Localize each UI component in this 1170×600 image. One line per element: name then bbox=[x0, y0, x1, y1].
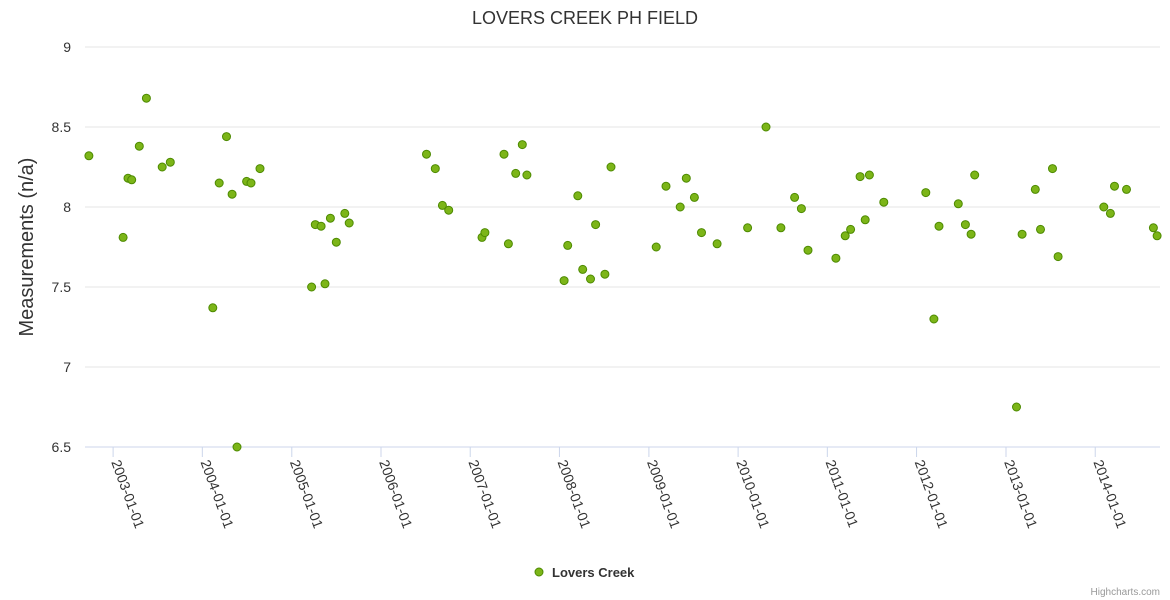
data-point[interactable] bbox=[331, 237, 341, 247]
data-point[interactable] bbox=[118, 232, 128, 242]
data-point[interactable] bbox=[320, 279, 330, 289]
data-point[interactable] bbox=[227, 189, 237, 199]
data-point[interactable] bbox=[1105, 208, 1115, 218]
chart-title: LOVERS CREEK PH FIELD bbox=[472, 8, 698, 28]
y-tick-label: 9 bbox=[63, 39, 71, 55]
data-point[interactable] bbox=[606, 162, 616, 172]
credits-link[interactable]: Highcharts.com bbox=[1091, 587, 1160, 598]
data-point[interactable] bbox=[1122, 184, 1131, 194]
data-point[interactable] bbox=[563, 240, 573, 250]
data-point[interactable] bbox=[422, 149, 431, 159]
y-tick-label: 7.5 bbox=[52, 279, 72, 295]
series-points bbox=[84, 93, 1162, 452]
data-point[interactable] bbox=[796, 204, 806, 214]
y-axis-ticks: 6.5 7 7.5 8 8.5 9 bbox=[52, 39, 72, 455]
data-point[interactable] bbox=[444, 205, 454, 215]
data-point[interactable] bbox=[960, 220, 970, 230]
data-point[interactable] bbox=[499, 149, 509, 159]
data-point[interactable] bbox=[879, 197, 889, 207]
data-point[interactable] bbox=[307, 282, 317, 292]
data-point[interactable] bbox=[934, 221, 944, 231]
data-point[interactable] bbox=[651, 242, 661, 252]
data-point[interactable] bbox=[1152, 231, 1162, 241]
data-point[interactable] bbox=[1110, 181, 1119, 191]
data-point[interactable] bbox=[953, 199, 963, 209]
data-point[interactable] bbox=[586, 274, 595, 284]
data-point[interactable] bbox=[860, 215, 870, 225]
data-point[interactable] bbox=[316, 221, 326, 231]
data-point[interactable] bbox=[340, 208, 350, 218]
data-point[interactable] bbox=[134, 141, 144, 151]
data-point[interactable] bbox=[208, 303, 218, 313]
data-point[interactable] bbox=[1148, 223, 1158, 233]
data-point[interactable] bbox=[681, 173, 691, 183]
data-point[interactable] bbox=[921, 188, 931, 198]
legend[interactable]: Lovers Creek bbox=[534, 565, 635, 580]
data-point[interactable] bbox=[855, 172, 865, 182]
legend-marker bbox=[534, 567, 544, 577]
y-tick-label: 7 bbox=[63, 359, 71, 375]
data-point[interactable] bbox=[790, 192, 800, 202]
data-point[interactable] bbox=[1099, 202, 1109, 212]
data-point[interactable] bbox=[157, 162, 167, 172]
data-point[interactable] bbox=[1036, 224, 1045, 234]
data-point[interactable] bbox=[970, 170, 980, 180]
data-point[interactable] bbox=[325, 213, 335, 223]
grid-lines bbox=[85, 46, 1160, 368]
data-point[interactable] bbox=[600, 269, 610, 279]
data-point[interactable] bbox=[573, 191, 583, 201]
data-point[interactable] bbox=[743, 223, 753, 233]
data-point[interactable] bbox=[929, 314, 939, 324]
data-point[interactable] bbox=[522, 170, 532, 180]
data-point[interactable] bbox=[503, 239, 513, 249]
data-point[interactable] bbox=[222, 132, 231, 142]
data-point[interactable] bbox=[591, 220, 601, 230]
y-tick-label: 6.5 bbox=[52, 439, 72, 455]
data-point[interactable] bbox=[697, 228, 706, 238]
data-point[interactable] bbox=[1048, 164, 1057, 174]
data-point[interactable] bbox=[1053, 252, 1063, 262]
y-tick-label: 8 bbox=[63, 199, 71, 215]
data-point[interactable] bbox=[831, 253, 841, 263]
data-point[interactable] bbox=[661, 181, 671, 191]
data-point[interactable] bbox=[966, 229, 976, 239]
data-point[interactable] bbox=[846, 224, 856, 234]
data-point[interactable] bbox=[803, 245, 813, 255]
y-tick-label: 8.5 bbox=[52, 119, 72, 135]
data-point[interactable] bbox=[761, 122, 771, 132]
data-point[interactable] bbox=[559, 276, 569, 286]
data-point[interactable] bbox=[255, 164, 265, 174]
data-point[interactable] bbox=[84, 151, 94, 161]
data-point[interactable] bbox=[214, 178, 224, 188]
data-point[interactable] bbox=[689, 192, 699, 202]
data-point[interactable] bbox=[344, 218, 354, 228]
data-point[interactable] bbox=[127, 175, 137, 185]
data-point[interactable] bbox=[578, 264, 588, 274]
data-point[interactable] bbox=[511, 168, 521, 178]
data-point[interactable] bbox=[675, 202, 685, 212]
data-point[interactable] bbox=[141, 93, 151, 103]
data-point[interactable] bbox=[776, 223, 786, 233]
data-point[interactable] bbox=[1030, 184, 1040, 194]
data-point[interactable] bbox=[517, 140, 527, 150]
data-point[interactable] bbox=[864, 170, 874, 180]
y-axis-label: Measurements (n/a) bbox=[16, 158, 38, 337]
data-point[interactable] bbox=[232, 442, 242, 452]
data-point[interactable] bbox=[246, 178, 256, 188]
data-point[interactable] bbox=[437, 200, 447, 210]
legend-item-lovers-creek[interactable]: Lovers Creek bbox=[552, 565, 635, 580]
data-point[interactable] bbox=[712, 239, 722, 249]
data-point[interactable] bbox=[1017, 229, 1027, 239]
data-point[interactable] bbox=[165, 157, 175, 167]
data-point[interactable] bbox=[430, 164, 440, 174]
data-point[interactable] bbox=[1012, 402, 1021, 412]
data-point[interactable] bbox=[840, 231, 850, 241]
data-point[interactable] bbox=[480, 228, 490, 238]
